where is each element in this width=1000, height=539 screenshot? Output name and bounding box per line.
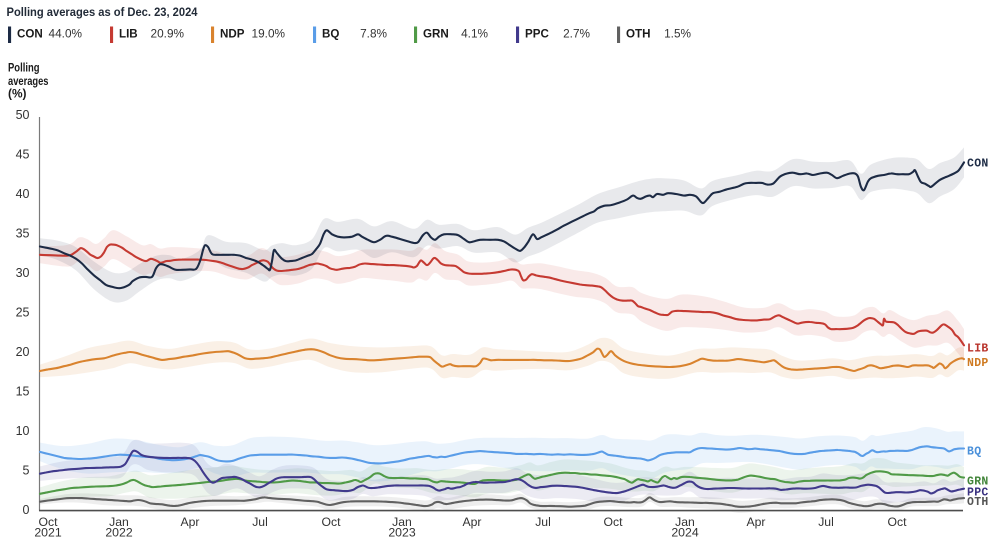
svg-text:Apr: Apr [181, 515, 200, 529]
svg-text:GRN: GRN [423, 28, 449, 41]
svg-text:0: 0 [23, 503, 30, 517]
svg-text:Jan: Jan [392, 515, 412, 529]
svg-text:Polling averages as of Dec. 23: Polling averages as of Dec. 23, 2024 [7, 5, 198, 19]
svg-text:Apr: Apr [463, 515, 482, 529]
svg-text:40: 40 [16, 187, 30, 201]
svg-text:CON: CON [967, 157, 989, 170]
svg-text:20.9%: 20.9% [151, 27, 185, 41]
svg-text:1.5%: 1.5% [664, 27, 691, 41]
svg-text:Jan: Jan [109, 515, 129, 529]
svg-text:15: 15 [16, 385, 30, 399]
svg-text:30: 30 [16, 266, 30, 280]
svg-text:2021: 2021 [34, 526, 62, 539]
svg-text:2.7%: 2.7% [563, 27, 590, 41]
svg-text:Apr: Apr [747, 515, 766, 529]
svg-text:Oct: Oct [888, 515, 908, 529]
svg-text:OTH: OTH [626, 28, 650, 41]
svg-text:CON: CON [17, 28, 43, 41]
svg-text:Oct: Oct [39, 515, 59, 529]
svg-text:GRN: GRN [967, 476, 989, 489]
svg-text:10: 10 [16, 424, 30, 438]
svg-text:2023: 2023 [388, 526, 416, 539]
svg-text:Oct: Oct [322, 515, 342, 529]
svg-text:BQ: BQ [322, 28, 339, 41]
svg-text:7.8%: 7.8% [360, 27, 387, 41]
svg-text:NDP: NDP [967, 357, 989, 370]
svg-text:PPC: PPC [525, 28, 549, 41]
svg-text:Jul: Jul [818, 515, 834, 529]
svg-text:2024: 2024 [671, 526, 699, 539]
svg-text:Polling: Polling [8, 61, 40, 75]
svg-text:LIB: LIB [967, 342, 989, 355]
svg-text:PPC: PPC [967, 487, 989, 500]
svg-text:Jan: Jan [675, 515, 695, 529]
svg-text:BQ: BQ [967, 446, 981, 459]
svg-text:OTH: OTH [967, 496, 989, 509]
svg-text:(%): (%) [8, 87, 27, 101]
svg-text:50: 50 [16, 108, 30, 122]
svg-text:averages: averages [8, 74, 49, 88]
svg-text:45: 45 [16, 148, 30, 162]
svg-text:Oct: Oct [604, 515, 624, 529]
svg-text:25: 25 [16, 306, 30, 320]
svg-text:2022: 2022 [105, 526, 133, 539]
svg-text:35: 35 [16, 227, 30, 241]
svg-text:20: 20 [16, 345, 30, 359]
svg-text:NDP: NDP [220, 28, 245, 41]
svg-text:Jul: Jul [535, 515, 551, 529]
svg-text:44.0%: 44.0% [49, 27, 83, 41]
svg-text:Jul: Jul [252, 515, 268, 529]
svg-text:4.1%: 4.1% [461, 27, 488, 41]
svg-text:LIB: LIB [119, 28, 138, 41]
svg-text:5: 5 [23, 464, 30, 478]
svg-text:19.0%: 19.0% [252, 27, 286, 41]
